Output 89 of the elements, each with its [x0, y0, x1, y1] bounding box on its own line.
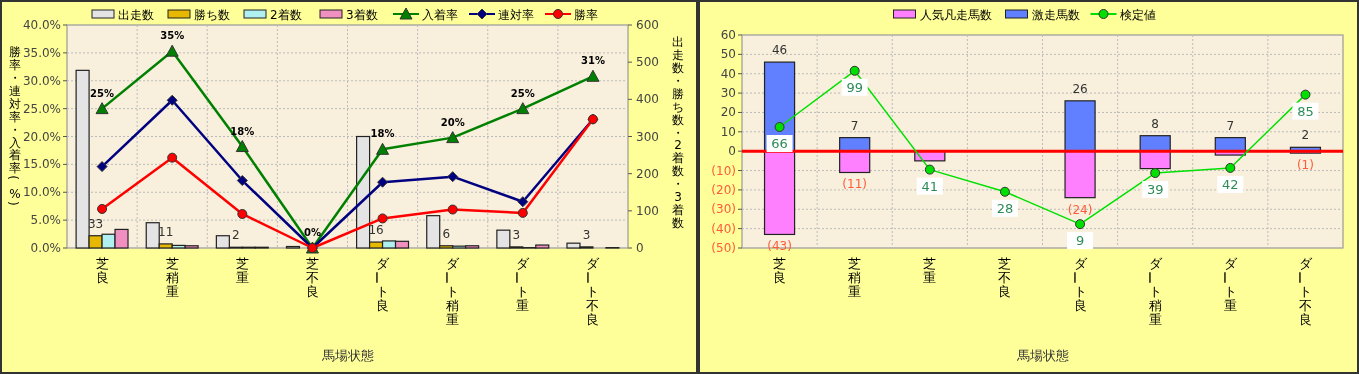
- x-tick-label: ダート稍重: [1141, 255, 1163, 327]
- y2-tick-label: 200: [636, 166, 659, 181]
- legend-label: 連対率: [498, 8, 534, 22]
- y-tick-label: 30: [720, 86, 736, 101]
- y2-tick-label: 400: [636, 92, 659, 107]
- data-label: 41: [921, 178, 939, 194]
- legend-label: 勝率: [574, 8, 598, 22]
- y2-tick-label: 300: [636, 129, 659, 144]
- text: 勝率・連対率・入着率(%): [6, 44, 21, 206]
- x-tick-label: ダート重: [509, 255, 531, 313]
- data-label: 9: [1075, 233, 1085, 249]
- x-tick-label: ダート稍重: [439, 255, 461, 327]
- data-label: 3: [512, 227, 521, 242]
- y-tick-label: 30.0%: [22, 73, 61, 88]
- legend-label: 入着率: [422, 8, 458, 22]
- y-tick-label: 40.0%: [22, 18, 61, 32]
- data-label: 42: [1222, 176, 1239, 192]
- data-label: 66: [771, 136, 788, 152]
- x-tick-label: 芝稍重: [165, 255, 179, 299]
- x-tick-label: ダート重: [1216, 255, 1238, 313]
- y-tick-label: 25.0%: [22, 101, 61, 116]
- y2-tick-label: 100: [636, 203, 659, 218]
- y-tick-label: 50: [720, 47, 736, 62]
- y2-tick-label: 0: [636, 241, 644, 255]
- data-label: 28: [996, 200, 1014, 216]
- legend-label: 3着数: [346, 8, 378, 22]
- y-tick-label: 10.0%: [22, 185, 61, 200]
- y-tick-label: (30): [711, 202, 736, 217]
- x-tick-label: ダート不良: [579, 255, 601, 327]
- data-label: 35%: [160, 30, 185, 42]
- data-label: (1): [1296, 158, 1314, 173]
- legend-label: 2着数: [270, 8, 302, 22]
- x-tick-label: 芝不良: [305, 255, 319, 299]
- x-tick-label: 芝良: [95, 255, 109, 285]
- data-label: 7: [850, 118, 859, 133]
- y-tick-label: 20: [720, 105, 736, 120]
- data-label: 26: [1072, 81, 1088, 96]
- legend-label: 激走馬数: [1031, 8, 1080, 22]
- data-label: (43): [767, 239, 792, 254]
- y2-tick-label: 600: [636, 18, 659, 32]
- legend-label: 出走数: [118, 8, 154, 22]
- x-tick-label: 芝重: [923, 255, 937, 285]
- y-tick-label: 0.0%: [30, 241, 61, 255]
- data-label: 3: [582, 227, 591, 242]
- y-tick-label: 10: [720, 124, 736, 139]
- legend-label: 勝ち数: [194, 8, 230, 22]
- y-tick-label: (50): [711, 241, 736, 255]
- data-label: 85: [1297, 103, 1314, 119]
- y-tick-label: (40): [711, 221, 736, 236]
- data-label: 46: [771, 43, 788, 58]
- data-label: 25%: [510, 87, 535, 99]
- y2-tick-label: 500: [636, 55, 659, 70]
- x-axis-title: 馬場状態: [1015, 348, 1069, 363]
- x-tick-label: 芝良: [773, 255, 787, 285]
- data-label: 8: [1151, 116, 1160, 131]
- data-label: 16: [368, 223, 384, 238]
- data-label: 20%: [440, 116, 465, 128]
- x-tick-label: 芝不良: [998, 255, 1012, 299]
- data-label: 39: [1146, 182, 1164, 198]
- data-label: 18%: [370, 128, 395, 140]
- x-tick-label: 芝重: [235, 255, 249, 285]
- data-label: 31%: [580, 55, 605, 67]
- data-label: 2: [232, 228, 240, 243]
- data-label: 2: [1301, 128, 1310, 143]
- legend-label: 検定値: [1119, 8, 1156, 22]
- data-label: 99: [846, 79, 863, 95]
- x-tick-label: ダート良: [1066, 255, 1088, 313]
- x-tick-label: 芝稍重: [848, 255, 862, 299]
- y-tick-label: 40: [720, 66, 736, 81]
- x-tick-label: ダート良: [369, 255, 391, 313]
- y-tick-label: (10): [711, 163, 736, 178]
- text: 出走数・勝ち数・2着数・3着数: [672, 34, 684, 231]
- data-label: 0%: [303, 227, 321, 238]
- data-label: 25%: [90, 87, 115, 99]
- y-tick-label: 20.0%: [22, 129, 61, 144]
- data-label: 18%: [230, 125, 255, 137]
- y-tick-label: 0: [728, 144, 736, 159]
- x-axis-title: 馬場状態: [320, 348, 374, 363]
- y-tick-label: 5.0%: [30, 213, 61, 228]
- data-label: (24): [1067, 202, 1093, 217]
- y-tick-label: 35.0%: [22, 45, 61, 60]
- x-tick-label: ダート不良: [1292, 255, 1313, 327]
- y-tick-label: 60: [720, 28, 736, 42]
- data-label: 7: [1226, 118, 1235, 133]
- data-label: (11): [842, 177, 868, 192]
- y-tick-label: 15.0%: [22, 157, 61, 172]
- data-label: 6: [442, 226, 451, 241]
- legend-label: 人気凡走馬数: [919, 8, 992, 22]
- y-tick-label: (20): [711, 182, 736, 197]
